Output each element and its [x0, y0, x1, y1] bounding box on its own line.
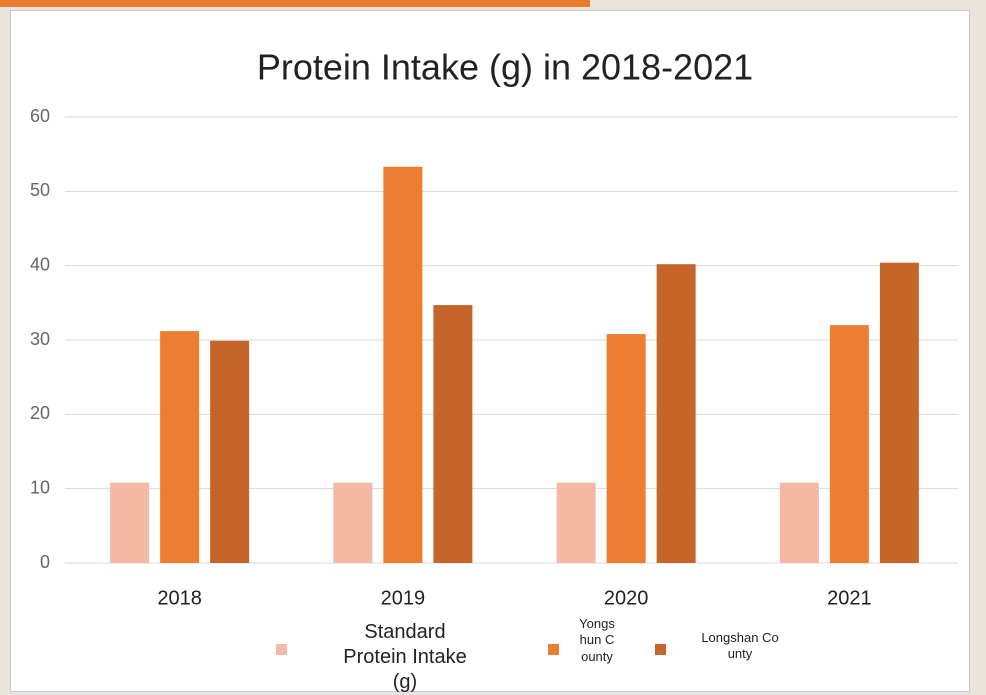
x-tick-label: 2021 [827, 587, 872, 609]
y-tick-label: 0 [40, 552, 50, 572]
y-tick-label: 30 [30, 329, 50, 349]
bar [656, 264, 696, 563]
bar [829, 325, 869, 563]
legend-label: Standard Protein Intake (g) [343, 621, 467, 693]
y-tick-label: 10 [30, 477, 50, 497]
y-tick-label: 40 [30, 254, 50, 274]
bar [383, 166, 423, 563]
bar [160, 331, 200, 563]
x-tick-label: 2020 [604, 587, 649, 609]
y-tick-label: 50 [30, 180, 50, 200]
bar [779, 482, 819, 563]
bar [606, 334, 646, 563]
bar [210, 340, 250, 563]
legend-swatch [655, 644, 666, 655]
chart-title: Protein Intake (g) in 2018-2021 [257, 47, 753, 88]
bar [110, 482, 150, 563]
legend-label: Longshan County [701, 630, 779, 662]
top-bar [0, 0, 590, 7]
bar [333, 482, 373, 563]
legend-swatch [276, 644, 287, 655]
bar [433, 305, 473, 563]
x-tick-label: 2019 [381, 587, 426, 609]
bar [556, 482, 596, 563]
x-tick-label: 2018 [157, 587, 202, 609]
bar [879, 262, 919, 563]
y-tick-label: 60 [30, 106, 50, 126]
legend-label: Yongshun County [579, 616, 615, 664]
legend-swatch [548, 644, 559, 655]
y-tick-label: 20 [30, 403, 50, 423]
